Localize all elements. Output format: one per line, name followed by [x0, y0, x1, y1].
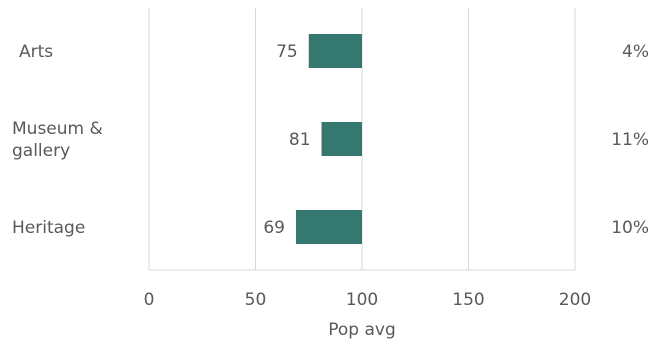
- data-label: 75: [276, 42, 298, 62]
- data-label: 69: [263, 218, 285, 238]
- category-label: Arts: [19, 42, 53, 62]
- x-tick-label: 200: [559, 290, 591, 310]
- x-axis-title: Pop avg: [328, 320, 396, 340]
- labels: 0 50 100 150 200 75 Arts 4% 81 Museum & gallery 11%…: [12, 42, 649, 310]
- bars: [295, 34, 362, 244]
- x-tick-label: 150: [452, 290, 484, 310]
- x-tick-label: 100: [346, 290, 378, 310]
- bar: [295, 210, 362, 244]
- x-tick-label: 50: [245, 290, 267, 310]
- share-label: 10%: [611, 218, 649, 238]
- x-tick-label: 0: [144, 290, 155, 310]
- category-label: Museum & gallery: [12, 119, 103, 161]
- category-label: Heritage: [12, 218, 85, 238]
- data-label: 81: [289, 130, 311, 150]
- bar: [308, 34, 362, 68]
- bar: [321, 122, 362, 156]
- share-label: 11%: [611, 130, 649, 150]
- share-label: 4%: [622, 42, 649, 62]
